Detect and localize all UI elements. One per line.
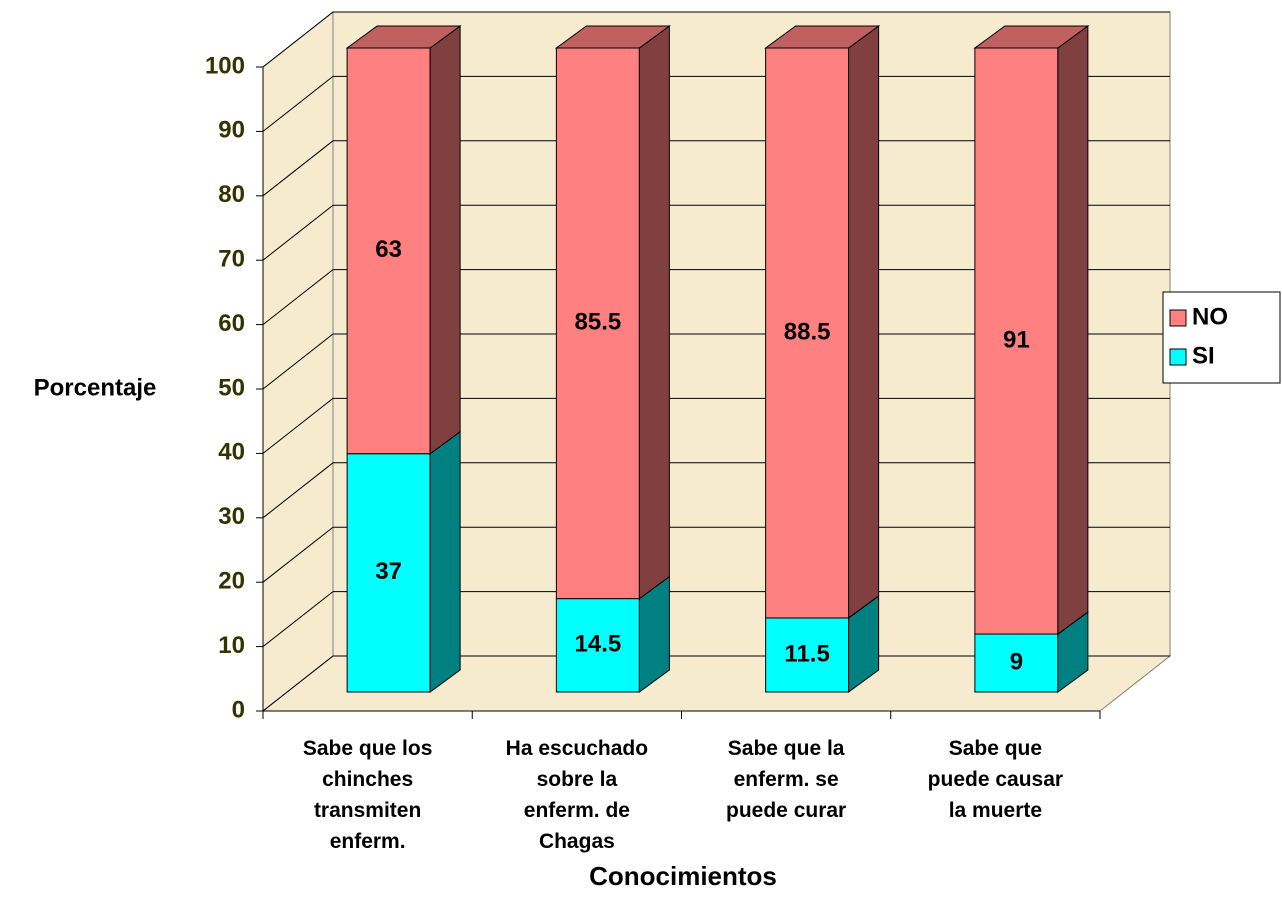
bar-side — [638, 25, 670, 600]
grid-line — [262, 397, 1170, 454]
y-axis-title: Porcentaje — [34, 374, 157, 401]
data-label: 63 — [375, 236, 402, 263]
grid-line — [262, 462, 1170, 519]
x-tick-label: Sabe que la enferm. se puede curar — [726, 737, 846, 822]
x-tick-label-line: transmiten — [314, 799, 421, 822]
grid-line — [262, 269, 1170, 325]
x-tick-label-line: chinches — [322, 768, 413, 791]
y-tick-label: 50 — [218, 374, 245, 401]
y-tick-label: 30 — [218, 503, 245, 530]
x-tick-label-line: Sabe que los — [303, 737, 433, 760]
bar-top — [973, 25, 1090, 49]
bar-side — [429, 430, 461, 693]
bar-top — [554, 25, 671, 49]
x-tick-label-line: la muerte — [949, 799, 1042, 822]
grid-line — [262, 75, 1170, 132]
y-tick-label: 90 — [218, 117, 245, 144]
data-label: 91 — [1003, 326, 1030, 353]
bar-side — [429, 25, 461, 455]
x-axis-title: Conocimientos — [589, 861, 777, 891]
y-tick-label: 0 — [232, 696, 245, 723]
data-label: 88.5 — [784, 318, 831, 345]
legend-box — [1162, 291, 1281, 384]
legend-swatch — [1169, 309, 1187, 327]
bar-side — [848, 25, 880, 619]
grid-line — [262, 204, 1170, 261]
x-tick-label-line: enferm. — [330, 830, 406, 853]
legend-label: SI — [1192, 342, 1215, 369]
bar — [555, 47, 640, 600]
bar — [765, 47, 850, 619]
x-tick-label-line: enferm. se — [734, 768, 839, 791]
x-tick-label-line: puede curar — [726, 799, 846, 822]
x-tick-label-line: enferm. de — [524, 799, 630, 822]
y-tick-label: 100 — [205, 52, 245, 79]
data-label: 9 — [1010, 648, 1023, 675]
x-tick-label: Sabe que puede causar la muerte — [928, 737, 1063, 822]
data-label: 37 — [375, 558, 402, 585]
bar-top — [764, 25, 881, 49]
legend-swatch — [1169, 348, 1187, 366]
x-tick-label-line: Sabe que — [949, 737, 1042, 760]
x-tick-label-line: Sabe que la — [728, 737, 845, 760]
y-tick-label: 60 — [218, 310, 245, 337]
bar-top — [345, 25, 462, 49]
y-tick-label: 70 — [218, 246, 245, 273]
legend-label: NO — [1192, 303, 1228, 330]
bar — [974, 633, 1059, 693]
bar — [765, 617, 850, 693]
grid-line — [262, 333, 1170, 390]
x-tick-label: Sabe que los chinches transmiten enferm. — [303, 737, 433, 853]
x-tick-label: Ha escuchado sobre la enferm. de Chagas — [506, 737, 648, 853]
y-tick-label: 10 — [218, 632, 245, 659]
x-tick-label-line: puede causar — [928, 768, 1063, 791]
grid-line — [262, 591, 1170, 647]
bar — [974, 47, 1059, 635]
y-tick-label: 40 — [218, 439, 245, 466]
grid-line — [262, 655, 1170, 712]
bar — [346, 453, 431, 693]
grid-line — [262, 140, 1170, 197]
data-label: 11.5 — [784, 640, 829, 667]
data-label: 14.5 — [575, 631, 622, 658]
y-tick-label: 80 — [218, 181, 245, 208]
grid-line — [262, 11, 1170, 68]
x-tick-label-line: Ha escuchado — [506, 737, 648, 760]
grid-line — [262, 526, 1170, 583]
y-tick-label: 20 — [218, 568, 245, 595]
bar-side — [1057, 25, 1089, 636]
data-label: 85.5 — [575, 309, 622, 336]
x-tick-label-line: Chagas — [539, 830, 615, 853]
x-tick-label-line: sobre la — [537, 768, 618, 791]
bar — [555, 598, 640, 693]
